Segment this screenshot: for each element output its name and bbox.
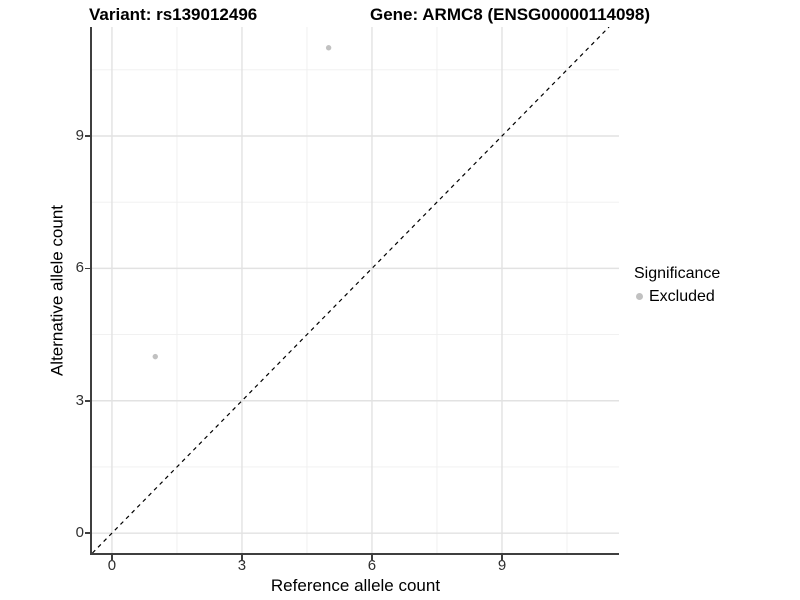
x-tick-label: 6 — [367, 557, 377, 574]
y-tick-mark — [85, 135, 90, 137]
x-tick-label: 3 — [237, 557, 247, 574]
variant-title: Variant: rs139012496 — [89, 5, 258, 24]
y-axis-title: Alternative allele count — [47, 204, 67, 377]
y-tick-label: 6 — [75, 259, 84, 277]
x-tick-label: 0 — [107, 557, 117, 574]
data-point — [152, 353, 158, 360]
y-tick-mark — [85, 267, 90, 270]
x-axis-line — [90, 553, 619, 555]
y-tick-mark — [85, 532, 90, 534]
x-axis-title: Reference allele count — [270, 576, 441, 595]
legend-point-icon — [636, 293, 643, 300]
plot-area-svg — [92, 27, 619, 553]
identity-line — [92, 27, 610, 553]
x-tick-mark — [371, 555, 373, 560]
legend-item: Excluded — [634, 287, 720, 306]
y-tick-label: 0 — [75, 524, 84, 542]
x-tick-mark — [241, 555, 243, 560]
y-tick-label: 9 — [75, 126, 84, 144]
y-tick-label: 3 — [75, 391, 84, 409]
y-axis-line — [90, 27, 92, 555]
data-point — [325, 45, 332, 51]
legend: Significance Excluded — [634, 263, 720, 306]
x-tick-mark — [501, 555, 503, 560]
gene-title: Gene: ARMC8 (ENSG00000114098) — [370, 5, 651, 24]
legend-items: Excluded — [634, 287, 720, 306]
plot-panel — [92, 27, 619, 553]
legend-title: Significance — [634, 265, 721, 282]
x-tick-label: 9 — [497, 557, 507, 574]
x-tick-mark — [111, 555, 113, 560]
y-tick-mark — [85, 400, 90, 402]
legend-item-label: Excluded — [649, 288, 715, 305]
